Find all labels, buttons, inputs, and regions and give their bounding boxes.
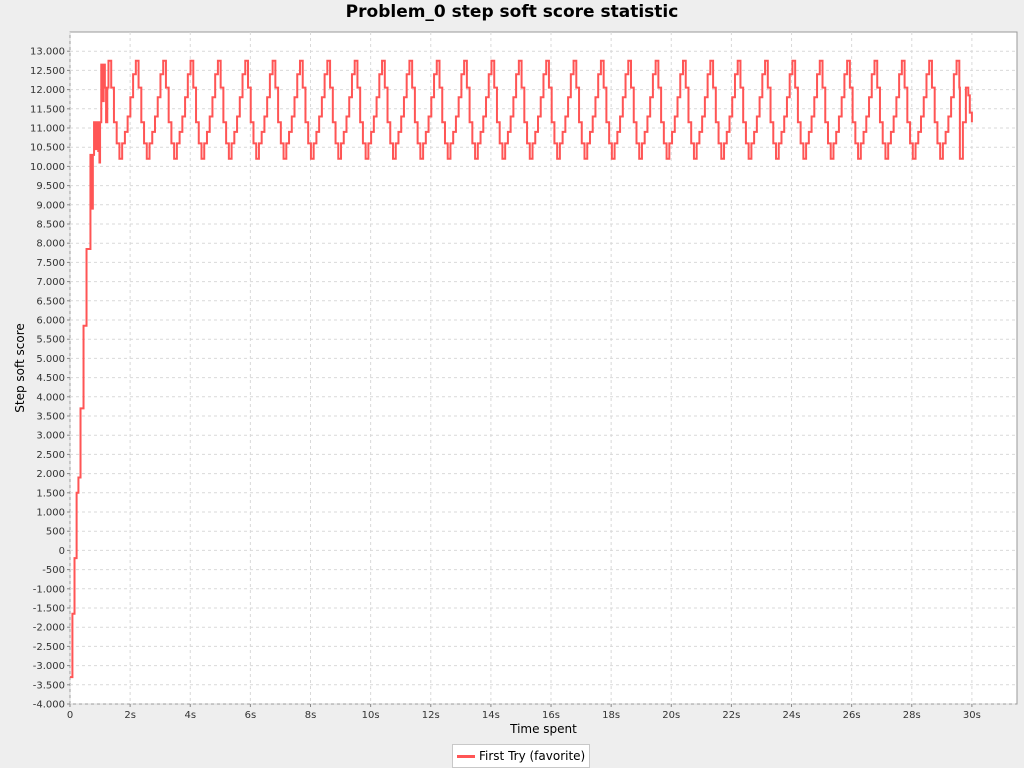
legend-label: First Try (favorite)	[479, 749, 586, 763]
legend-swatch	[457, 754, 475, 758]
plot-area	[69, 31, 1018, 705]
y-tick-label: 2.000	[36, 469, 65, 480]
y-tick-label: 11.000	[30, 124, 65, 135]
y-tick-label: 12.500	[30, 66, 65, 77]
x-tick-label: 12s	[422, 710, 440, 721]
x-tick-label: 30s	[963, 710, 981, 721]
y-tick-label: 2.500	[36, 450, 65, 461]
y-tick-label: -2.000	[33, 623, 65, 634]
y-tick-label: 11.500	[30, 104, 65, 115]
chart-title: Problem_0 step soft score statistic	[345, 2, 679, 22]
x-axis-title: Time spent	[509, 722, 577, 736]
y-tick-label: 1.000	[36, 508, 65, 519]
x-tick-label: 22s	[722, 710, 740, 721]
y-tick-label: 7.500	[36, 258, 65, 269]
legend: First Try (favorite)	[452, 744, 591, 768]
x-tick-label: 20s	[662, 710, 680, 721]
y-tick-label: -2.500	[33, 642, 65, 653]
y-tick-label: 9.000	[36, 200, 65, 211]
x-tick-label: 6s	[245, 710, 257, 721]
x-tick-label: 10s	[362, 710, 380, 721]
y-tick-label: -4.000	[33, 700, 65, 711]
x-tick-label: 28s	[903, 710, 921, 721]
y-tick-label: 5.500	[36, 335, 65, 346]
series-line-first-try	[70, 59, 973, 679]
x-tick-label: 0	[67, 710, 73, 721]
y-axis-title: Step soft score	[13, 323, 27, 413]
y-tick-label: 4.500	[36, 373, 65, 384]
y-tick-label: 8.000	[36, 239, 65, 250]
x-tick-label: 14s	[482, 710, 500, 721]
y-axis-ticks: 13.000 12.500 12.000 11.500 11.000 10.500 10.0…	[30, 47, 70, 711]
y-tick-label: -500	[42, 565, 65, 576]
x-tick-label: 26s	[843, 710, 861, 721]
y-tick-label: -3.000	[33, 661, 65, 672]
y-tick-label: 13.000	[30, 47, 65, 58]
y-tick-label: 10.500	[30, 143, 65, 154]
x-tick-label: 18s	[602, 710, 620, 721]
grid-lines	[69, 32, 1017, 705]
y-tick-label: 0	[59, 546, 65, 557]
y-tick-label: 6.500	[36, 296, 65, 307]
y-tick-label: 3.500	[36, 412, 65, 423]
x-tick-label: 24s	[783, 710, 801, 721]
x-axis-ticks: 0 2s 4s 6s 8s 10s 12s 14s 16s 18s 20s 22s 24s 26s 28s 3…	[67, 704, 981, 721]
y-tick-label: 10.000	[30, 162, 65, 173]
x-tick-label: 16s	[542, 710, 560, 721]
y-tick-label: -1.500	[33, 604, 65, 615]
y-tick-label: 8.500	[36, 220, 65, 231]
x-tick-label: 2s	[124, 710, 136, 721]
y-tick-label: 5.000	[36, 354, 65, 365]
y-tick-label: 7.000	[36, 277, 65, 288]
x-tick-label: 4s	[184, 710, 196, 721]
y-tick-label: 9.500	[36, 181, 65, 192]
y-tick-label: 4.000	[36, 392, 65, 403]
y-tick-label: -3.500	[33, 680, 65, 691]
y-tick-label: 3.000	[36, 431, 65, 442]
y-tick-label: 1.500	[36, 488, 65, 499]
x-tick-label: 8s	[305, 710, 317, 721]
y-tick-label: -1.000	[33, 584, 65, 595]
y-tick-label: 500	[46, 527, 65, 538]
y-tick-label: 6.000	[36, 316, 65, 327]
chart-plot: 13.000 12.500 12.000 11.500 11.000 10.500 10.0…	[13, 31, 1018, 736]
y-tick-label: 12.000	[30, 85, 65, 96]
